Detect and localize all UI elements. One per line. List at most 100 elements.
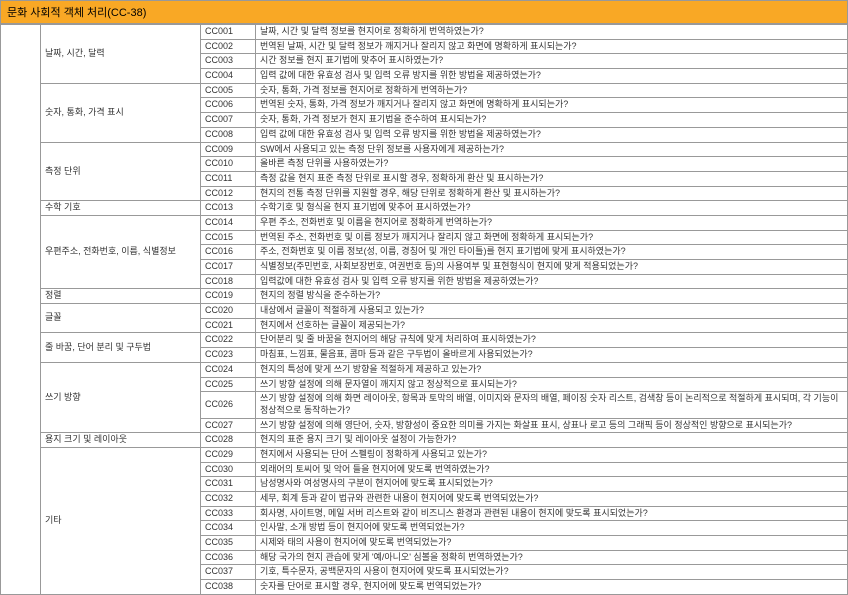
category-cell: 용지 크기 및 레이아웃	[41, 433, 201, 448]
table-row: 우편주소, 전화번호, 이름, 식별정보CC014우편 주소, 전화번호 및 이…	[1, 215, 848, 230]
code-cell: CC014	[201, 215, 256, 230]
desc-cell: 쓰기 방향 설정에 의해 화면 레이아웃, 항목과 토막의 배열, 이미지와 문…	[256, 392, 848, 418]
desc-cell: 시제와 태의 사용이 현지어에 맞도록 번역되었는가?	[256, 536, 848, 551]
category-cell: 쓰기 방향	[41, 362, 201, 432]
code-cell: CC022	[201, 333, 256, 348]
code-cell: CC018	[201, 274, 256, 289]
code-cell: CC012	[201, 186, 256, 201]
desc-cell: 날짜, 시간 및 달력 정보를 현지어로 정확하게 번역하였는가?	[256, 25, 848, 40]
desc-cell: 현지의 전통 측정 단위를 지원할 경우, 해당 단위로 정확하게 환산 및 표…	[256, 186, 848, 201]
code-cell: CC036	[201, 550, 256, 565]
code-cell: CC033	[201, 506, 256, 521]
desc-cell: 측정 값을 현지 표준 측정 단위로 표시할 경우, 정확하게 환산 및 표시하…	[256, 171, 848, 186]
desc-cell: 현지의 특성에 맞게 쓰기 방향을 적절하게 제공하고 있는가?	[256, 362, 848, 377]
desc-cell: 번역된 숫자, 통화, 가격 정보가 깨지거나 잘리지 않고 화면에 명확하게 …	[256, 98, 848, 113]
code-cell: CC030	[201, 462, 256, 477]
code-cell: CC023	[201, 348, 256, 363]
code-cell: CC029	[201, 447, 256, 462]
desc-cell: 시간 정보를 현지 표기법에 맞추어 표시하였는가?	[256, 54, 848, 69]
code-cell: CC002	[201, 39, 256, 54]
desc-cell: 숫자를 단어로 표시할 경우, 현지어에 맞도록 번역되었는가?	[256, 580, 848, 595]
desc-cell: 마침표, 느낌표, 물음표, 콤마 등과 같은 구두법이 올바르게 사용되었는가…	[256, 348, 848, 363]
code-cell: CC008	[201, 127, 256, 142]
table-row: 숫자, 통화, 가격 표시CC005숫자, 통화, 가격 정보를 현지어로 정확…	[1, 83, 848, 98]
code-cell: CC024	[201, 362, 256, 377]
code-cell: CC032	[201, 492, 256, 507]
desc-cell: 번역된 주소, 전화번호 및 이름 정보가 깨지거나 잘리지 않고 화면에 정확…	[256, 230, 848, 245]
desc-cell: 현지에서 선호하는 글꼴이 제공되는가?	[256, 318, 848, 333]
desc-cell: 현지의 정렬 방식을 준수하는가?	[256, 289, 848, 304]
category-cell: 우편주소, 전화번호, 이름, 식별정보	[41, 215, 201, 288]
code-cell: CC019	[201, 289, 256, 304]
desc-cell: 외래어의 토씨어 및 악어 들을 현지어에 맞도록 번역하였는가?	[256, 462, 848, 477]
desc-cell: 식별정보(주민번호, 사회보장번호, 여권번호 등)의 사용여부 및 표현형식이…	[256, 260, 848, 275]
code-cell: CC001	[201, 25, 256, 40]
table-row: 쓰기 방향CC024현지의 특성에 맞게 쓰기 방향을 적절하게 제공하고 있는…	[1, 362, 848, 377]
code-cell: CC004	[201, 69, 256, 84]
code-cell: CC038	[201, 580, 256, 595]
desc-cell: 인사말, 소개 방법 등이 현지어에 맞도록 번역되었는가?	[256, 521, 848, 536]
table-row: 수학 기호CC013수학기호 및 형식을 현지 표기법에 맞추어 표시하였는가?	[1, 201, 848, 216]
desc-cell: SW에서 사용되고 있는 측정 단위 정보를 사용자에게 제공하는가?	[256, 142, 848, 157]
table-row: 글꼴CC020내상에서 글꼴이 적절하게 사용되고 있는가?	[1, 304, 848, 319]
desc-cell: 우편 주소, 전화번호 및 이름을 현지어로 정확하게 번역하는가?	[256, 215, 848, 230]
code-cell: CC031	[201, 477, 256, 492]
table-row: 정렬CC019현지의 정렬 방식을 준수하는가?	[1, 289, 848, 304]
code-cell: CC013	[201, 201, 256, 216]
code-cell: CC003	[201, 54, 256, 69]
desc-cell: 쓰기 방향 설정에 의해 영단어, 숫자, 방향성이 중요한 의미를 가지는 화…	[256, 418, 848, 433]
code-cell: CC007	[201, 113, 256, 128]
category-cell: 줄 바꿈, 단어 분리 및 구두법	[41, 333, 201, 362]
code-cell: CC016	[201, 245, 256, 260]
category-cell: 측정 단위	[41, 142, 201, 201]
desc-cell: 번역된 날짜, 시간 및 달력 정보가 깨지거나 잘리지 않고 화면에 명확하게…	[256, 39, 848, 54]
code-cell: CC035	[201, 536, 256, 551]
category-cell: 기타	[41, 447, 201, 594]
desc-cell: 숫자, 통화, 가격 정보를 현지어로 정확하게 번역하는가?	[256, 83, 848, 98]
desc-cell: 숫자, 통화, 가격 정보가 현지 표기법을 준수하여 표시되는가?	[256, 113, 848, 128]
category-cell: 정렬	[41, 289, 201, 304]
table-row: 날짜, 시간, 달력CC001날짜, 시간 및 달력 정보를 현지어로 정확하게…	[1, 25, 848, 40]
code-cell: CC015	[201, 230, 256, 245]
code-cell: CC027	[201, 418, 256, 433]
desc-cell: 세무, 회계 등과 같이 법규와 관련한 내용이 현지어에 맞도록 번역되었는가…	[256, 492, 848, 507]
desc-cell: 올바른 측정 단위를 사용하였는가?	[256, 157, 848, 172]
code-cell: CC011	[201, 171, 256, 186]
desc-cell: 회사명, 사이트명, 메일 서버 리스트와 같이 비즈니스 환경과 관련된 내용…	[256, 506, 848, 521]
code-cell: CC005	[201, 83, 256, 98]
table-row: 줄 바꿈, 단어 분리 및 구두법CC022단어분리 및 줄 바꿈을 현지어의 …	[1, 333, 848, 348]
checklist-table: 날짜, 시간, 달력CC001날짜, 시간 및 달력 정보를 현지어로 정확하게…	[0, 24, 848, 595]
code-cell: CC021	[201, 318, 256, 333]
category-cell: 수학 기호	[41, 201, 201, 216]
desc-cell: 입력 값에 대한 유효성 검사 및 입력 오류 방지를 위한 방법을 제공하였는…	[256, 69, 848, 84]
table-row: 기타CC029현지에서 사용되는 단어 스펠링이 정확하게 사용되고 있는가?	[1, 447, 848, 462]
code-cell: CC037	[201, 565, 256, 580]
desc-cell: 수학기호 및 형식을 현지 표기법에 맞추어 표시하였는가?	[256, 201, 848, 216]
table-header: 문화 사회적 객체 처리(CC-38)	[0, 0, 848, 24]
code-cell: CC017	[201, 260, 256, 275]
code-cell: CC020	[201, 304, 256, 319]
desc-cell: 주소, 전화번호 및 이름 정보(성, 이름, 경칭어 및 개인 타이틀)를 현…	[256, 245, 848, 260]
table-row: 용지 크기 및 레이아웃CC028현지의 표준 용지 크기 및 레이아웃 설정이…	[1, 433, 848, 448]
code-cell: CC034	[201, 521, 256, 536]
category-cell: 숫자, 통화, 가격 표시	[41, 83, 201, 142]
spacer-cell	[1, 25, 41, 595]
code-cell: CC025	[201, 377, 256, 392]
desc-cell: 현지의 표준 용지 크기 및 레이아웃 설정이 가능한가?	[256, 433, 848, 448]
desc-cell: 남성명사와 여성명사의 구분이 현지어에 맞도록 표시되었는가?	[256, 477, 848, 492]
code-cell: CC028	[201, 433, 256, 448]
desc-cell: 내상에서 글꼴이 적절하게 사용되고 있는가?	[256, 304, 848, 319]
code-cell: CC026	[201, 392, 256, 418]
desc-cell: 입력 값에 대한 유효성 검사 및 입력 오류 방지를 위한 방법을 제공하였는…	[256, 127, 848, 142]
code-cell: CC006	[201, 98, 256, 113]
code-cell: CC010	[201, 157, 256, 172]
category-cell: 글꼴	[41, 304, 201, 333]
desc-cell: 현지에서 사용되는 단어 스펠링이 정확하게 사용되고 있는가?	[256, 447, 848, 462]
desc-cell: 단어분리 및 줄 바꿈을 현지어의 해당 규칙에 맞게 처리하여 표시하였는가?	[256, 333, 848, 348]
desc-cell: 해당 국가의 현지 관습에 맞게 '예/아니오' 심볼을 정확히 번역하였는가?	[256, 550, 848, 565]
desc-cell: 입력값에 대한 유효성 검사 및 입력 오류 방지를 위한 방법을 제공하였는가…	[256, 274, 848, 289]
table-row: 측정 단위CC009SW에서 사용되고 있는 측정 단위 정보를 사용자에게 제…	[1, 142, 848, 157]
code-cell: CC009	[201, 142, 256, 157]
category-cell: 날짜, 시간, 달력	[41, 25, 201, 84]
desc-cell: 쓰기 방향 설정에 의해 문자열이 깨지지 않고 정상적으로 표시되는가?	[256, 377, 848, 392]
